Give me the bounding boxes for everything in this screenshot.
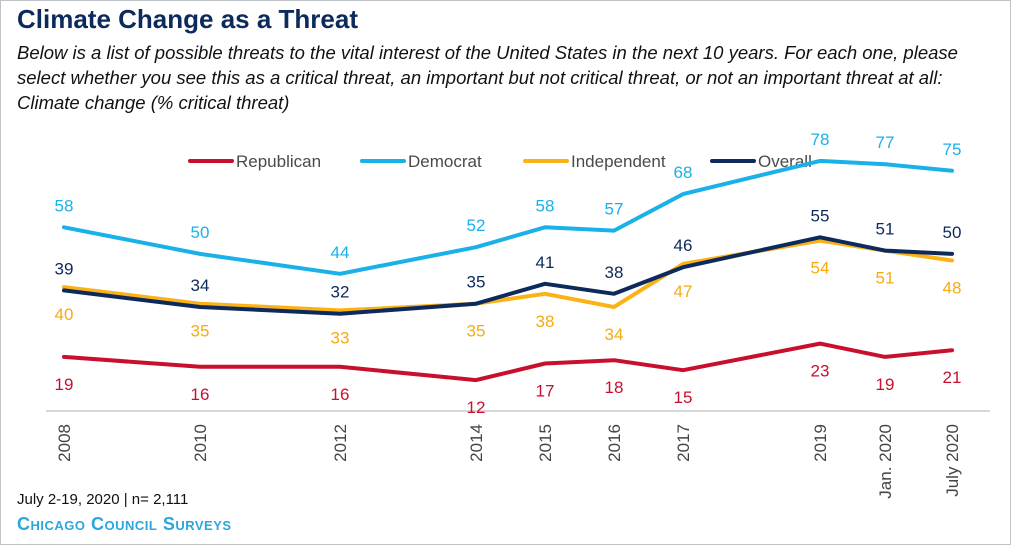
data-label-independent: 54 — [811, 259, 830, 278]
data-label-republican: 23 — [811, 362, 830, 381]
series-line-republican — [62, 341, 954, 383]
data-label-democrat: 50 — [191, 223, 210, 242]
source-label: Chicago Council Surveys — [17, 514, 232, 534]
data-label-republican: 12 — [467, 398, 486, 417]
data-label-democrat: 58 — [55, 196, 74, 215]
subtitle-topic: Climate change — [17, 92, 146, 113]
data-label-independent: 33 — [331, 328, 350, 347]
data-label-overall: 50 — [943, 223, 962, 242]
data-label-independent: 48 — [943, 279, 962, 298]
x-tick-label: Jan. 2020 — [876, 424, 895, 499]
data-label-independent: 51 — [876, 269, 895, 288]
subtitle-unit: (% critical threat) — [150, 92, 290, 113]
subtitle-question: Below is a list of possible threats to t… — [17, 42, 958, 88]
data-label-republican: 19 — [876, 375, 895, 394]
legend-label-independent: Independent — [571, 152, 666, 171]
x-tick-label: 2019 — [811, 424, 830, 462]
data-label-democrat: 68 — [674, 163, 693, 182]
legend-label-democrat: Democrat — [408, 152, 482, 171]
data-label-independent: 35 — [467, 322, 486, 341]
data-label-overall: 34 — [191, 276, 210, 295]
legend-label-republican: Republican — [236, 152, 321, 171]
data-label-republican: 18 — [605, 378, 624, 397]
data-label-overall: 38 — [605, 263, 624, 282]
x-tick-label: July 2020 — [943, 424, 962, 497]
data-label-democrat: 75 — [943, 140, 962, 159]
x-tick-label: 2016 — [605, 424, 624, 462]
data-label-overall: 39 — [55, 259, 74, 278]
x-tick-label: 2017 — [674, 424, 693, 462]
data-label-overall: 41 — [536, 253, 555, 272]
data-label-democrat: 44 — [331, 243, 350, 262]
data-label-democrat: 77 — [876, 133, 895, 152]
chart-subtitle: Below is a list of possible threats to t… — [17, 40, 1002, 115]
x-tick-label: 2015 — [536, 424, 555, 462]
data-label-independent: 38 — [536, 312, 555, 331]
data-label-independent: 35 — [191, 322, 210, 341]
data-label-republican: 19 — [55, 375, 74, 394]
data-label-republican: 16 — [331, 385, 350, 404]
x-tick-label: 2008 — [55, 424, 74, 462]
data-label-independent: 34 — [605, 325, 624, 344]
data-label-republican: 16 — [191, 385, 210, 404]
data-label-democrat: 57 — [605, 200, 624, 219]
data-label-overall: 32 — [331, 283, 350, 302]
data-label-republican: 21 — [943, 368, 962, 387]
data-label-republican: 15 — [674, 388, 693, 407]
x-tick-label: 2010 — [191, 424, 210, 462]
chart-title: Climate Change as a Threat — [17, 4, 358, 34]
data-label-democrat: 52 — [467, 216, 486, 235]
data-label-independent: 40 — [55, 305, 74, 324]
data-label-overall: 55 — [811, 206, 830, 225]
series-line-democrat — [62, 158, 954, 276]
x-tick-label: 2014 — [467, 424, 486, 462]
data-label-overall: 46 — [674, 236, 693, 255]
data-label-democrat: 78 — [811, 130, 830, 149]
series-line-overall — [62, 235, 954, 316]
data-label-overall: 35 — [467, 273, 486, 292]
survey-note: July 2-19, 2020 | n= 2,111 — [17, 491, 189, 508]
data-label-independent: 47 — [674, 282, 693, 301]
data-label-democrat: 58 — [536, 196, 555, 215]
x-tick-label: 2012 — [331, 424, 350, 462]
data-label-overall: 51 — [876, 220, 895, 239]
data-label-republican: 17 — [536, 382, 555, 401]
